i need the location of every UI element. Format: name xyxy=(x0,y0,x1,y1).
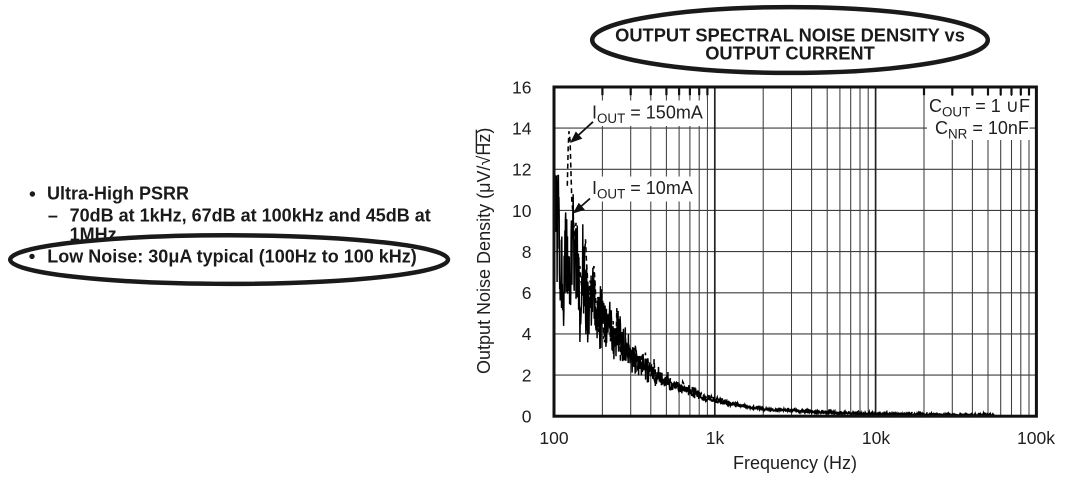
svg-text:0: 0 xyxy=(522,407,532,427)
svg-text:Ultra-High PSRR: Ultra-High PSRR xyxy=(47,183,189,203)
svg-text:1k: 1k xyxy=(706,428,725,448)
svg-text:100k: 100k xyxy=(1017,428,1055,448)
svg-text:–: – xyxy=(48,205,58,225)
svg-text:100: 100 xyxy=(539,428,568,448)
svg-text:16: 16 xyxy=(512,77,531,97)
svg-text:8: 8 xyxy=(522,242,532,262)
svg-text:10k: 10k xyxy=(862,428,890,448)
svg-text:12: 12 xyxy=(512,160,531,180)
svg-text:6: 6 xyxy=(522,283,532,303)
svg-text:Frequency (Hz): Frequency (Hz) xyxy=(733,453,857,473)
svg-text:70dB at 1kHz, 67dB at 100kHz a: 70dB at 1kHz, 67dB at 100kHz and 45dB at xyxy=(70,205,431,225)
svg-text:10: 10 xyxy=(512,201,532,221)
svg-text:Low Noise: 30μA typical (100Hz: Low Noise: 30μA typical (100Hz to 100 kH… xyxy=(47,247,416,267)
svg-text:OUTPUT SPECTRAL NOISE DENSITY: OUTPUT SPECTRAL NOISE DENSITY vs xyxy=(615,24,965,45)
svg-text:4: 4 xyxy=(522,324,532,344)
svg-text:2: 2 xyxy=(522,365,532,385)
svg-text:14: 14 xyxy=(512,118,532,138)
svg-text:OUTPUT CURRENT: OUTPUT CURRENT xyxy=(705,43,875,64)
svg-text:IOUT = 150mA: IOUT = 150mA xyxy=(592,102,703,126)
svg-text:Output Noise Density (μV/√Hz): Output Noise Density (μV/√Hz) xyxy=(474,128,494,374)
